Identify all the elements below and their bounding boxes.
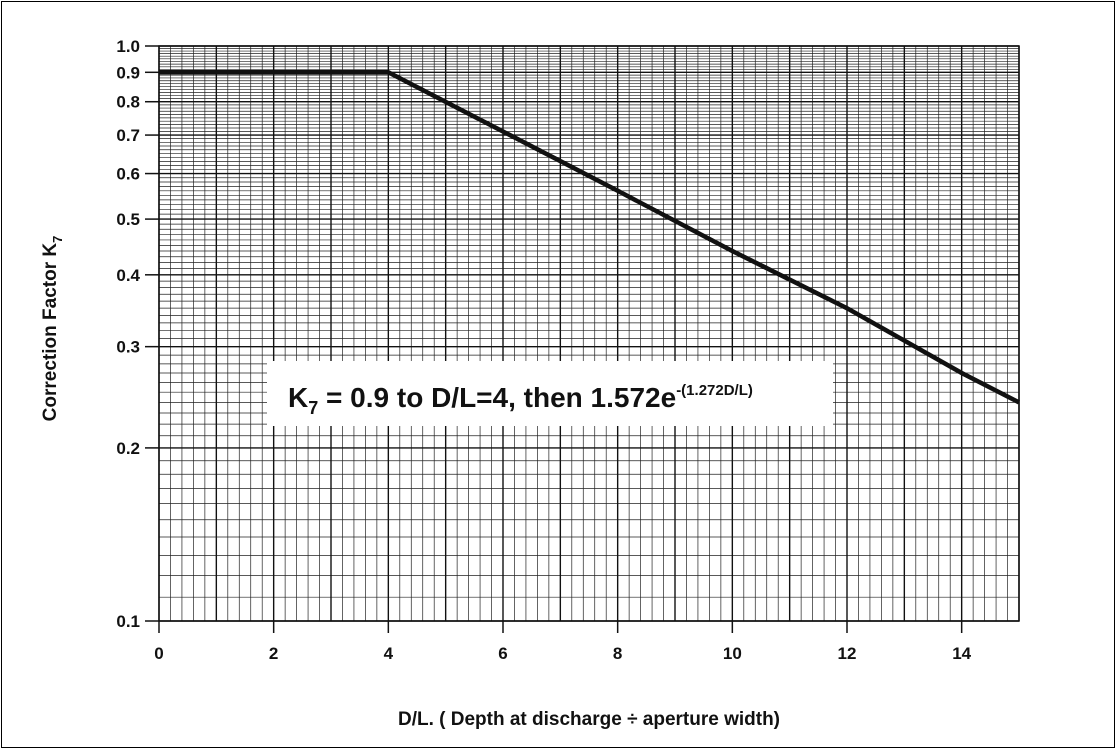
series-line <box>159 70 1021 405</box>
x-axis-title: D/L. ( Depth at discharge ÷ aperture wid… <box>398 709 780 730</box>
formula-subscript: 7 <box>308 398 318 418</box>
y-tick-labels: 0.1 0.2 0.3 0.4 0.5 0.6 0.7 0.8 0.9 1.0 <box>116 37 140 631</box>
y-tick-label: 0.2 <box>116 439 140 458</box>
y-tick-label: 0.8 <box>116 93 140 112</box>
y-tick-label: 0.1 <box>116 612 140 631</box>
x-tick-label: 8 <box>613 644 622 663</box>
axis-ticks <box>145 45 963 633</box>
series-layer <box>159 70 1021 405</box>
x-tick-label: 2 <box>269 644 278 663</box>
formula-body: = 0.9 to D/L=4, then 1.572e <box>318 382 676 413</box>
y-tick-label: 1.0 <box>116 37 140 56</box>
x-tick-label: 0 <box>154 644 163 663</box>
y-tick-label: 0.3 <box>116 338 140 357</box>
formula-prefix: K <box>288 382 308 413</box>
y-tick-label: 0.4 <box>116 266 140 285</box>
formula-text: K7 = 0.9 to D/L=4, then 1.572e-(1.272D/L… <box>288 382 753 418</box>
y-tick-label: 0.5 <box>116 210 140 229</box>
formula-box <box>267 361 833 426</box>
y-axis-title-subscript: 7 <box>50 236 65 243</box>
plot-border <box>158 45 1020 622</box>
x-tick-label: 14 <box>952 644 971 663</box>
x-tick-label: 10 <box>723 644 742 663</box>
y-tick-label: 0.7 <box>116 126 140 145</box>
y-tick-label: 0.6 <box>116 165 140 184</box>
formula-annotation: K7 = 0.9 to D/L=4, then 1.572e-(1.272D/L… <box>267 361 833 426</box>
y-axis-title-main: Correction Factor K <box>40 243 61 422</box>
x-tick-labels: 0 2 4 6 8 10 12 14 <box>154 644 971 663</box>
x-tick-label: 6 <box>498 644 507 663</box>
x-tick-label: 12 <box>838 644 857 663</box>
y-tick-label: 0.9 <box>116 63 140 82</box>
formula-exponent: -(1.272D/L) <box>676 382 753 399</box>
x-tick-label: 4 <box>384 644 394 663</box>
y-axis-title: Correction Factor K7 <box>40 236 65 422</box>
